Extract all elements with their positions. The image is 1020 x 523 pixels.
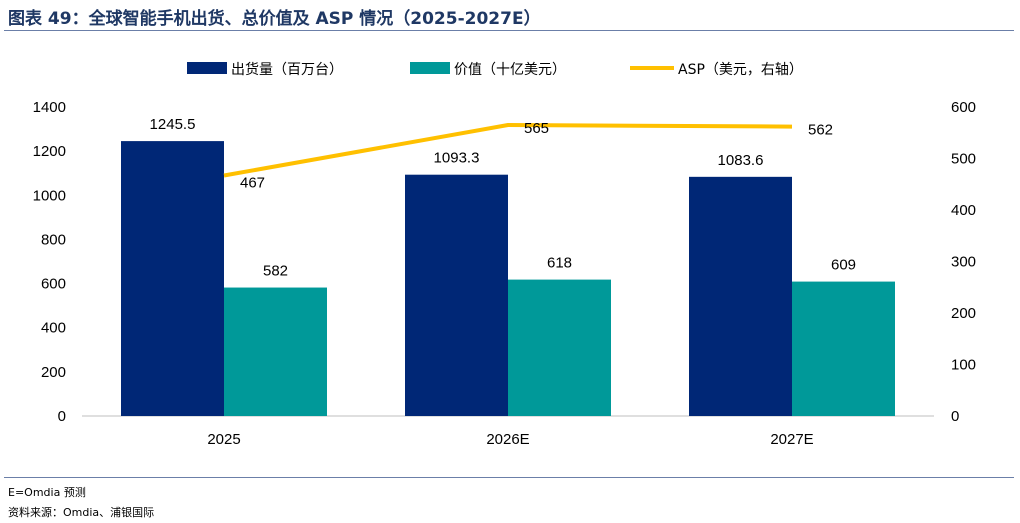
- y-right-tick-label: 100: [951, 357, 976, 374]
- source-note: 资料来源：Omdia、浦银国际: [8, 506, 155, 519]
- y-right-tick-label: 500: [951, 151, 976, 168]
- asp-data-label: 562: [808, 122, 833, 139]
- asp-data-label: 467: [240, 174, 265, 191]
- legend-swatch-shipments: [187, 62, 227, 74]
- legend-label: ASP（美元，右轴）: [678, 62, 803, 78]
- bar-data-label: 1093.3: [434, 150, 480, 167]
- legend: 出货量（百万台） 价值（十亿美元） ASP（美元，右轴）: [187, 61, 803, 78]
- bar-shipments: [121, 141, 224, 417]
- chart-title: 图表 49：全球智能手机出货、总价值及 ASP 情况（2025-2027E）: [8, 9, 541, 29]
- y-right-tick-label: 0: [951, 408, 959, 425]
- y-right-tick-label: 600: [951, 99, 976, 116]
- y-right-tick-label: 300: [951, 254, 976, 271]
- bar-value: [508, 279, 611, 416]
- y-left-tick-label: 200: [41, 364, 66, 381]
- x-tick-label: 2026E: [486, 431, 529, 448]
- y-left-tick-label: 1200: [33, 143, 66, 160]
- x-tick-label: 2027E: [770, 431, 813, 448]
- y-left-tick-label: 600: [41, 276, 66, 293]
- title-divider: [4, 30, 1014, 31]
- asp-data-label: 565: [524, 120, 549, 137]
- footer-divider: [4, 477, 1014, 478]
- forecast-note: E=Omdia 预测: [8, 486, 86, 499]
- bar-shipments: [689, 176, 792, 416]
- y-left-tick-label: 1400: [33, 99, 66, 116]
- chart: 出货量（百万台） 价值（十亿美元） ASP（美元，右轴） 0 200 400 600 800…: [33, 61, 976, 448]
- data-labels: 1245.5 1093.3 1083.6 582 618 609 467 565 562: [150, 116, 856, 279]
- asp-series-line: [223, 123, 793, 178]
- bar-value: [224, 287, 327, 416]
- y-left-tick-label: 400: [41, 320, 66, 337]
- bar-data-label: 618: [547, 255, 572, 272]
- legend-label: 出货量（百万台）: [231, 61, 343, 78]
- x-tick-label: 2025: [207, 431, 240, 448]
- bar-data-label: 1245.5: [150, 116, 196, 133]
- asp-line: [223, 123, 793, 178]
- y-left-tick-label: 1000: [33, 187, 66, 204]
- bar-value: [792, 281, 895, 416]
- bar-shipments: [405, 174, 508, 416]
- legend-label: 价值（十亿美元）: [454, 62, 566, 78]
- y-right-tick-label: 200: [951, 305, 976, 322]
- bar-data-label: 609: [831, 257, 856, 274]
- bar-data-label: 1083.6: [718, 152, 764, 169]
- y-right-tick-label: 400: [951, 202, 976, 219]
- y-left-tick-label: 0: [58, 408, 66, 425]
- y-left-tick-label: 800: [41, 231, 66, 248]
- legend-swatch-value: [410, 62, 450, 74]
- bar-data-label: 582: [263, 263, 288, 280]
- axes: 0 200 400 600 800 1000 1200 1400 0 100 200 300 400 50…: [33, 99, 976, 448]
- bars: [121, 141, 895, 417]
